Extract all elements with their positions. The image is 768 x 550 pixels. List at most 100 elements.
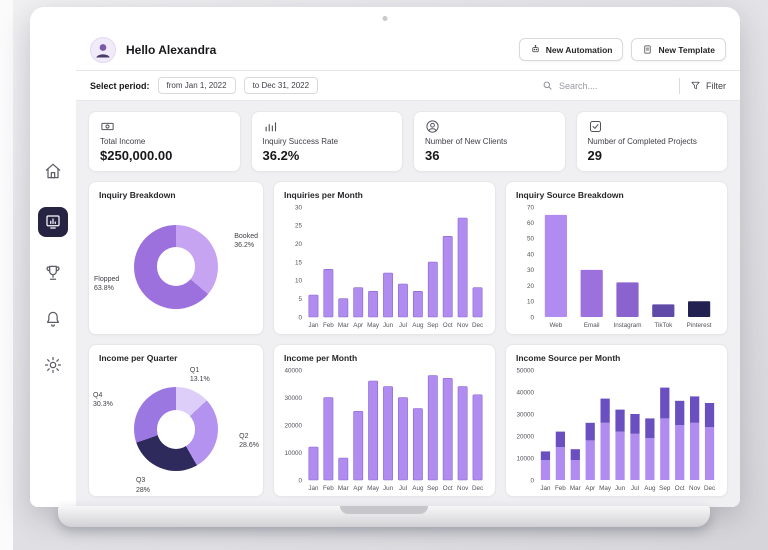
svg-text:10: 10	[527, 299, 535, 306]
svg-text:Mar: Mar	[338, 322, 349, 329]
svg-text:Apr: Apr	[585, 485, 595, 492]
kpi-total-income: Total Income $250,000.00	[88, 111, 241, 172]
income-source-per-month-panel: Income Source per Month 0 10000 20000 30000…	[505, 343, 728, 497]
svg-text:May: May	[599, 485, 612, 492]
svg-text:0: 0	[530, 477, 534, 484]
bell-icon	[46, 311, 60, 327]
toolbar-divider	[679, 77, 680, 94]
page-title: Hello Alexandra	[126, 42, 217, 57]
kpi-label: Number of Completed Projects	[587, 137, 697, 146]
donut-label-q1: Q1 13.1%	[189, 366, 210, 383]
charts-grid: Inquiry Breakdown Booked 36.2% Flopped 63.…	[88, 181, 728, 497]
svg-text:40000: 40000	[516, 389, 534, 396]
svg-text:20000: 20000	[284, 422, 302, 429]
search-input[interactable]	[559, 80, 669, 91]
dashboard-app: Hello Alexandra New Automation	[30, 29, 740, 507]
income-per-quarter-panel: Income per Quarter Q1 13.1% Q2 28.6%	[88, 343, 264, 497]
inquiry-source-breakdown-chart: 0 10 20 30 40 50 60 70 Web Email Instagram TikTok Pi…	[512, 202, 721, 330]
dashboard-content: Total Income $250,000.00 Inquiry Success…	[76, 101, 740, 507]
income-per-quarter-donut-area: Q1 13.1% Q2 28.6% Q3 28% Q4 30.3%	[89, 363, 263, 497]
date-from-chip[interactable]: from Jan 1, 2022	[157, 77, 236, 94]
svg-text:Jun: Jun	[383, 485, 394, 492]
donut-label-q3: Q3 28%	[135, 477, 150, 494]
svg-text:Oct: Oct	[443, 322, 453, 329]
svg-text:Oct: Oct	[443, 485, 453, 492]
svg-text:70: 70	[527, 204, 535, 211]
svg-text:TikTok: TikTok	[654, 322, 673, 329]
dashboard-icon	[46, 215, 60, 229]
svg-text:Jun: Jun	[615, 485, 626, 492]
inquiry-breakdown-panel: Inquiry Breakdown Booked 36.2% Flopped 63.…	[88, 181, 264, 335]
svg-text:Jul: Jul	[399, 322, 407, 329]
svg-text:Jan: Jan	[308, 322, 319, 329]
new-template-label: New Template	[658, 44, 715, 55]
main-area: Hello Alexandra New Automation	[76, 29, 740, 507]
new-template-button[interactable]: New Template	[631, 38, 726, 61]
panel-title: Income per Quarter	[99, 352, 178, 363]
checkbox-icon	[588, 119, 603, 134]
kpi-label: Inquiry Success Rate	[262, 137, 339, 146]
search-box	[542, 80, 669, 91]
income-per-quarter-donut	[134, 387, 218, 472]
sidebar-item-notifications[interactable]	[43, 309, 63, 329]
kpi-label: Number of New Clients	[425, 137, 508, 146]
panel-title: Income per Month	[284, 352, 358, 363]
svg-text:50: 50	[527, 236, 535, 243]
donut-label-q4: Q4 30.3%	[93, 391, 113, 408]
panel-title: Inquiries per Month	[284, 190, 363, 200]
svg-text:Nov: Nov	[457, 485, 469, 492]
svg-text:10000: 10000	[516, 455, 534, 462]
svg-text:50000: 50000	[516, 367, 534, 374]
gear-icon	[44, 356, 62, 374]
svg-text:Jul: Jul	[399, 485, 407, 492]
kpi-inquiry-success-rate: Inquiry Success Rate 36.2%	[250, 111, 403, 172]
svg-text:Instagram: Instagram	[614, 322, 642, 329]
income-per-month-panel: Income per Month 0 10000 20000 30000 40000 Ja…	[273, 343, 496, 497]
donut-label-flopped: Flopped 63.8%	[94, 275, 120, 293]
svg-text:Apr: Apr	[353, 485, 363, 492]
svg-text:May: May	[367, 322, 380, 329]
svg-text:Feb: Feb	[323, 485, 334, 492]
svg-text:15: 15	[295, 259, 303, 266]
person-avatar-icon	[96, 43, 110, 57]
donut-label-q2: Q2 28.6%	[239, 432, 259, 450]
svg-text:Sep: Sep	[659, 485, 671, 492]
sidebar-item-dashboard[interactable]	[38, 207, 68, 237]
svg-text:Sep: Sep	[427, 322, 439, 329]
svg-text:Jul: Jul	[631, 485, 639, 492]
svg-text:20000: 20000	[516, 433, 534, 440]
background-edge-strip	[0, 0, 13, 550]
inquiry-source-breakdown-panel: Inquiry Source Breakdown 0 10 20 30 40 50 60 70…	[505, 181, 728, 335]
filter-label: Filter	[706, 80, 726, 91]
panel-title: Inquiry Breakdown	[99, 190, 176, 200]
svg-text:Pinterest: Pinterest	[687, 322, 712, 329]
svg-text:0: 0	[298, 314, 302, 321]
document-icon	[644, 45, 652, 54]
svg-text:0: 0	[298, 477, 302, 484]
svg-text:Mar: Mar	[570, 485, 581, 492]
svg-text:20: 20	[295, 241, 303, 248]
kpi-value: 36.2%	[262, 148, 300, 163]
sidebar-item-awards[interactable]	[43, 263, 63, 283]
sidebar-item-settings[interactable]	[43, 355, 63, 375]
svg-text:60: 60	[527, 220, 535, 227]
avatar	[90, 36, 116, 63]
svg-text:Nov: Nov	[689, 485, 701, 492]
sidebar-item-home[interactable]	[43, 161, 63, 181]
svg-text:30: 30	[295, 204, 303, 211]
filter-toolbar: Select period: from Jan 1, 2022 to Dec 3…	[76, 71, 740, 101]
svg-text:10: 10	[295, 278, 303, 285]
svg-text:30000: 30000	[516, 411, 534, 418]
income-per-month-chart: 0 10000 20000 30000 40000 Jan Feb Mar Apr May Jun J…	[280, 365, 489, 493]
svg-text:0: 0	[530, 314, 534, 321]
funnel-icon	[691, 81, 700, 90]
date-to-chip[interactable]: to Dec 31, 2022	[243, 77, 319, 94]
new-automation-button[interactable]: New Automation	[518, 38, 624, 61]
filter-button[interactable]: Filter	[690, 80, 726, 91]
inquiries-per-month-chart: 0 5 10 15 20 25 30 Jan Feb Mar Apr May Jun Jul Aug Sep O…	[280, 202, 489, 330]
kpi-label: Total Income	[100, 137, 146, 146]
inquiry-breakdown-donut-area: Booked 36.2% Flopped 63.8%	[89, 200, 263, 334]
svg-text:40: 40	[527, 251, 535, 258]
app-header: Hello Alexandra New Automation	[76, 29, 740, 71]
svg-text:30: 30	[527, 267, 535, 274]
